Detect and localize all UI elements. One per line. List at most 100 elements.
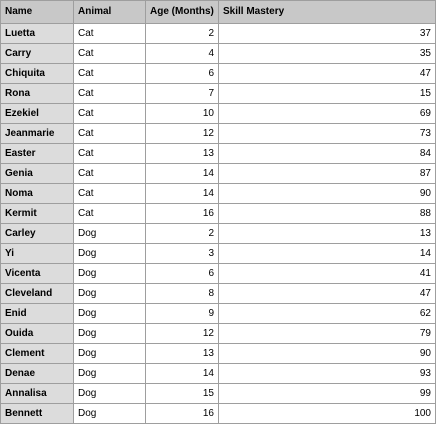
cell-skill-mastery: 90: [218, 343, 436, 364]
cell-skill-mastery: 93: [218, 363, 436, 384]
table-row: Carley Dog 2 13: [0, 223, 436, 244]
table-row: Noma Cat 14 90: [0, 183, 436, 204]
cell-name: Ouida: [0, 323, 74, 344]
cell-animal: Cat: [73, 83, 146, 104]
cell-animal: Cat: [73, 23, 146, 44]
table-row: Rona Cat 7 15: [0, 83, 436, 104]
cell-name: Carley: [0, 223, 74, 244]
cell-animal: Dog: [73, 223, 146, 244]
cell-age: 2: [145, 23, 219, 44]
cell-name: Chiquita: [0, 63, 74, 84]
header-name: Name: [0, 0, 74, 24]
cell-skill-mastery: 69: [218, 103, 436, 124]
cell-age: 10: [145, 103, 219, 124]
header-skill-mastery: Skill Mastery: [218, 0, 436, 24]
cell-name: Luetta: [0, 23, 74, 44]
table-row: Denae Dog 14 93: [0, 363, 436, 384]
cell-animal: Dog: [73, 323, 146, 344]
cell-animal: Dog: [73, 303, 146, 324]
cell-age: 8: [145, 283, 219, 304]
cell-name: Yi: [0, 243, 74, 264]
cell-name: Ezekiel: [0, 103, 74, 124]
cell-name: Vicenta: [0, 263, 74, 284]
table-header: Name Animal Age (Months) Skill Mastery: [0, 0, 436, 24]
cell-age: 16: [145, 403, 219, 424]
table-row: Ouida Dog 12 79: [0, 323, 436, 344]
cell-skill-mastery: 100: [218, 403, 436, 424]
cell-age: 4: [145, 43, 219, 64]
cell-animal: Dog: [73, 263, 146, 284]
cell-name: Carry: [0, 43, 74, 64]
cell-age: 15: [145, 383, 219, 404]
cell-skill-mastery: 47: [218, 63, 436, 84]
table-row: Luetta Cat 2 37: [0, 23, 436, 44]
cell-skill-mastery: 41: [218, 263, 436, 284]
cell-name: Kermit: [0, 203, 74, 224]
header-animal: Animal: [73, 0, 146, 24]
cell-name: Genia: [0, 163, 74, 184]
cell-age: 14: [145, 183, 219, 204]
cell-skill-mastery: 84: [218, 143, 436, 164]
cell-animal: Cat: [73, 63, 146, 84]
cell-age: 6: [145, 63, 219, 84]
table-row: Chiquita Cat 6 47: [0, 63, 436, 84]
cell-name: Clement: [0, 343, 74, 364]
cell-age: 14: [145, 163, 219, 184]
cell-skill-mastery: 88: [218, 203, 436, 224]
table-row: Easter Cat 13 84: [0, 143, 436, 164]
table-row: Jeanmarie Cat 12 73: [0, 123, 436, 144]
cell-name: Rona: [0, 83, 74, 104]
cell-skill-mastery: 14: [218, 243, 436, 264]
table-row: Vicenta Dog 6 41: [0, 263, 436, 284]
cell-age: 14: [145, 363, 219, 384]
header-age: Age (Months): [145, 0, 219, 24]
cell-animal: Dog: [73, 403, 146, 424]
cell-animal: Cat: [73, 43, 146, 64]
cell-age: 16: [145, 203, 219, 224]
cell-animal: Cat: [73, 163, 146, 184]
table-row: Carry Cat 4 35: [0, 43, 436, 64]
cell-skill-mastery: 37: [218, 23, 436, 44]
cell-name: Enid: [0, 303, 74, 324]
cell-age: 12: [145, 323, 219, 344]
table-row: Cleveland Dog 8 47: [0, 283, 436, 304]
cell-name: Jeanmarie: [0, 123, 74, 144]
cell-age: 3: [145, 243, 219, 264]
cell-skill-mastery: 79: [218, 323, 436, 344]
cell-skill-mastery: 47: [218, 283, 436, 304]
cell-animal: Cat: [73, 143, 146, 164]
table-row: Clement Dog 13 90: [0, 343, 436, 364]
cell-name: Noma: [0, 183, 74, 204]
table-row: Ezekiel Cat 10 69: [0, 103, 436, 124]
cell-skill-mastery: 99: [218, 383, 436, 404]
table-row: Bennett Dog 16 100: [0, 403, 436, 424]
cell-age: 13: [145, 143, 219, 164]
cell-age: 13: [145, 343, 219, 364]
cell-age: 7: [145, 83, 219, 104]
cell-name: Bennett: [0, 403, 74, 424]
cell-animal: Cat: [73, 123, 146, 144]
cell-age: 2: [145, 223, 219, 244]
cell-name: Easter: [0, 143, 74, 164]
table-row: Enid Dog 9 62: [0, 303, 436, 324]
cell-age: 12: [145, 123, 219, 144]
table-row: Kermit Cat 16 88: [0, 203, 436, 224]
cell-skill-mastery: 62: [218, 303, 436, 324]
cell-animal: Cat: [73, 183, 146, 204]
table-row: Genia Cat 14 87: [0, 163, 436, 184]
cell-age: 6: [145, 263, 219, 284]
cell-animal: Dog: [73, 283, 146, 304]
cell-skill-mastery: 90: [218, 183, 436, 204]
table-body: Luetta Cat 2 37 Carry Cat 4 35 Chiquita Cat 6 47 Ron…: [0, 23, 436, 424]
table-row: Annalisa Dog 15 99: [0, 383, 436, 404]
cell-animal: Cat: [73, 103, 146, 124]
cell-animal: Cat: [73, 203, 146, 224]
cell-skill-mastery: 87: [218, 163, 436, 184]
cell-skill-mastery: 35: [218, 43, 436, 64]
cell-skill-mastery: 15: [218, 83, 436, 104]
table-row: Yi Dog 3 14: [0, 243, 436, 264]
cell-skill-mastery: 13: [218, 223, 436, 244]
cell-animal: Dog: [73, 243, 146, 264]
header-row: Name Animal Age (Months) Skill Mastery: [0, 0, 436, 24]
